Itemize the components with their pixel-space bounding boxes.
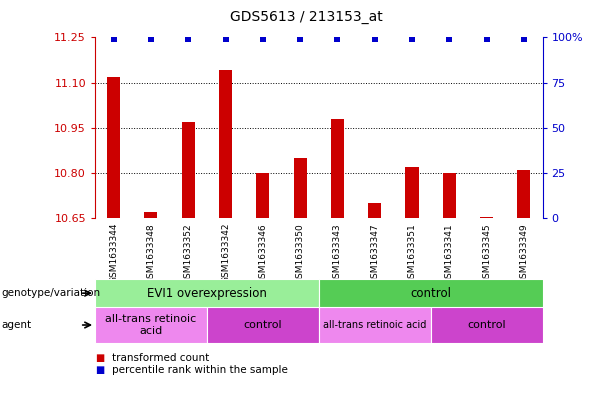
Text: ■: ■: [95, 365, 104, 375]
Bar: [145, 212, 158, 218]
Bar: [107, 77, 120, 218]
Point: [407, 36, 417, 42]
Point: [370, 36, 379, 42]
Text: control: control: [467, 320, 506, 330]
Text: ■: ■: [95, 353, 104, 363]
Text: all-trans retinoic acid: all-trans retinoic acid: [323, 320, 427, 330]
Bar: [517, 170, 530, 218]
Bar: [443, 173, 456, 218]
Text: GSM1633342: GSM1633342: [221, 223, 230, 283]
Bar: [480, 217, 493, 218]
Bar: [331, 119, 344, 218]
Bar: [256, 173, 269, 218]
Point: [519, 36, 529, 42]
Point: [146, 36, 156, 42]
Point: [221, 36, 230, 42]
Bar: [95, 279, 319, 307]
Text: GSM1633351: GSM1633351: [408, 223, 416, 284]
Text: all-trans retinoic
acid: all-trans retinoic acid: [105, 314, 197, 336]
Text: control: control: [410, 286, 451, 300]
Text: GSM1633348: GSM1633348: [147, 223, 156, 284]
Bar: [430, 307, 543, 343]
Point: [295, 36, 305, 42]
Bar: [405, 167, 419, 218]
Text: GSM1633345: GSM1633345: [482, 223, 491, 284]
Point: [109, 36, 118, 42]
Point: [482, 36, 492, 42]
Text: percentile rank within the sample: percentile rank within the sample: [112, 365, 288, 375]
Point: [183, 36, 193, 42]
Point: [258, 36, 268, 42]
Text: GSM1633350: GSM1633350: [295, 223, 305, 284]
Text: EVI1 overexpression: EVI1 overexpression: [147, 286, 267, 300]
Text: GSM1633344: GSM1633344: [109, 223, 118, 283]
Bar: [219, 70, 232, 218]
Bar: [95, 307, 207, 343]
Text: genotype/variation: genotype/variation: [2, 288, 101, 298]
Text: agent: agent: [2, 320, 32, 330]
Bar: [181, 122, 195, 218]
Point: [332, 36, 342, 42]
Text: GSM1633347: GSM1633347: [370, 223, 379, 284]
Text: transformed count: transformed count: [112, 353, 210, 363]
Bar: [319, 279, 543, 307]
Text: GSM1633341: GSM1633341: [445, 223, 454, 284]
Bar: [294, 158, 306, 218]
Bar: [319, 307, 430, 343]
Bar: [207, 307, 319, 343]
Point: [444, 36, 454, 42]
Text: GSM1633346: GSM1633346: [258, 223, 267, 284]
Bar: [368, 203, 381, 218]
Text: control: control: [243, 320, 282, 330]
Text: GSM1633352: GSM1633352: [184, 223, 192, 284]
Text: GSM1633349: GSM1633349: [519, 223, 528, 284]
Text: GSM1633343: GSM1633343: [333, 223, 342, 284]
Text: GDS5613 / 213153_at: GDS5613 / 213153_at: [230, 10, 383, 24]
